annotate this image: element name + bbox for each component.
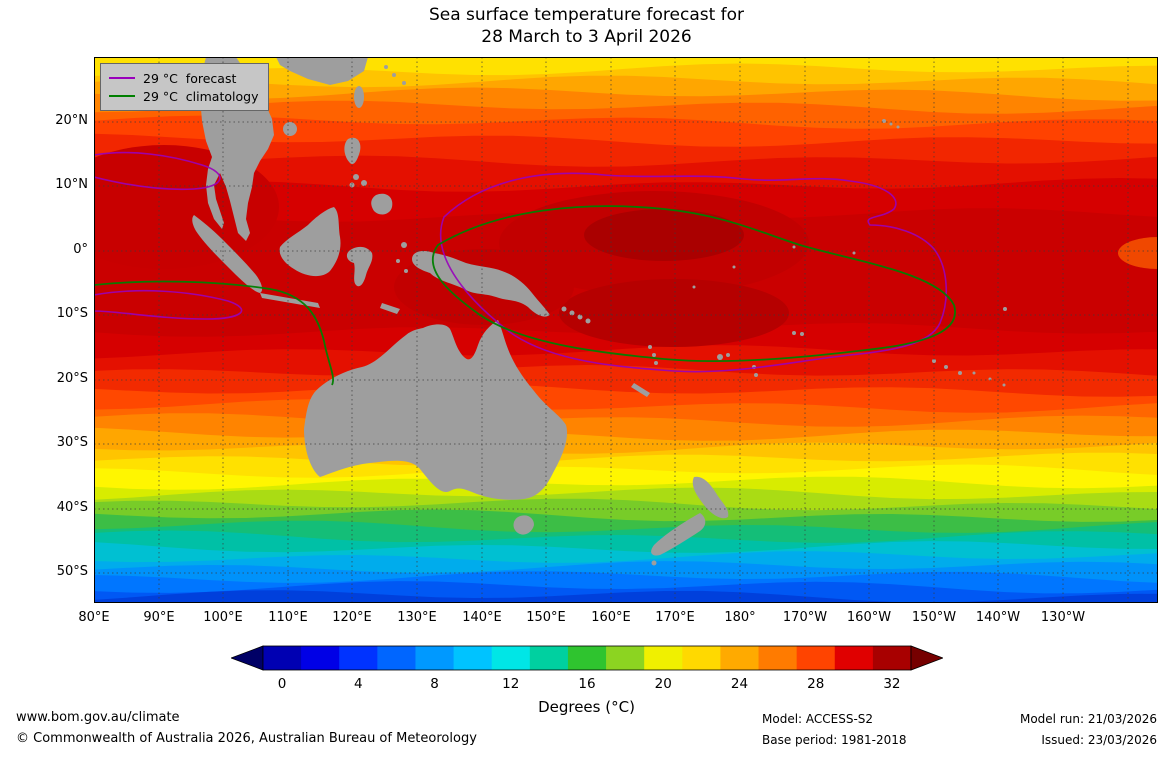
contour-overlays [94, 151, 957, 386]
colorbar-tick: 16 [578, 676, 596, 692]
lon-label: 80°E [78, 610, 110, 625]
lon-label: 150°E [526, 610, 566, 625]
temperature-colorbar [229, 645, 945, 671]
legend-row-climatology: 29 °C climatology [109, 87, 258, 105]
chart-title-line1: Sea surface temperature forecast for [428, 5, 745, 25]
lat-label: 30°S [56, 435, 88, 450]
issued-text: Issued: 23/03/2026 [1041, 733, 1157, 747]
lat-label: 20°N [55, 113, 88, 128]
map-border [94, 57, 1158, 603]
colorbar-tick: 32 [883, 676, 901, 692]
legend-label-climatology: 29 °C climatology [143, 88, 259, 104]
lat-label: 20°S [56, 371, 88, 386]
legend-row-forecast: 29 °C forecast [109, 69, 258, 87]
colorbar-axis-label: Degrees (°C) [538, 698, 635, 716]
bom-url[interactable]: www.bom.gov.au/climate [16, 710, 180, 725]
colorbar-tick: 28 [807, 676, 825, 692]
lon-label: 100°E [203, 610, 243, 625]
map-plot-area [94, 57, 1158, 603]
colorbar-tick: 0 [277, 676, 287, 692]
lat-label: 0° [73, 242, 88, 257]
colorbar-tick: 8 [430, 676, 439, 692]
model-text: Model: ACCESS-S2 [762, 712, 874, 726]
lon-label: 170°E [655, 610, 695, 625]
climatology-contour-line-sample [109, 95, 135, 97]
colorbar-tick: 20 [654, 676, 672, 692]
colorbar-tick: 24 [730, 676, 749, 692]
colorbar-tick: 12 [502, 676, 520, 692]
lat-label: 50°S [56, 564, 88, 579]
grid-lines [94, 57, 1158, 603]
forecast-contour-line-sample [109, 77, 135, 79]
sst-map [94, 57, 1158, 603]
lat-label: 10°S [56, 306, 88, 321]
lon-label: 160°E [591, 610, 631, 625]
legend-label-forecast: 29 °C forecast [143, 70, 237, 86]
lat-label: 40°S [56, 500, 88, 515]
lon-label: 130°E [397, 610, 437, 625]
lon-label: 180° [724, 610, 756, 625]
base-period-text: Base period: 1981-2018 [762, 733, 907, 747]
lon-label: 90°E [143, 610, 175, 625]
lon-label: 170°W [782, 610, 828, 625]
map-legend: 29 °C forecast 29 °C climatology [100, 63, 270, 111]
lon-label: 150°W [911, 610, 957, 625]
chart-title-line2: 28 March to 3 April 2026 [481, 27, 692, 47]
lon-label: 110°E [268, 610, 308, 625]
colorbar-tick: 4 [353, 676, 363, 692]
lon-label: 160°W [846, 610, 892, 625]
lon-label: 120°E [332, 610, 372, 625]
lon-label: 140°E [462, 610, 502, 625]
copyright-text: © Commonwealth of Australia 2026, Austra… [16, 731, 477, 746]
lat-label: 10°N [55, 177, 88, 192]
lon-label: 140°W [975, 610, 1021, 625]
lon-label: 130°W [1040, 610, 1086, 625]
model-run-text: Model run: 21/03/2026 [1019, 712, 1157, 726]
